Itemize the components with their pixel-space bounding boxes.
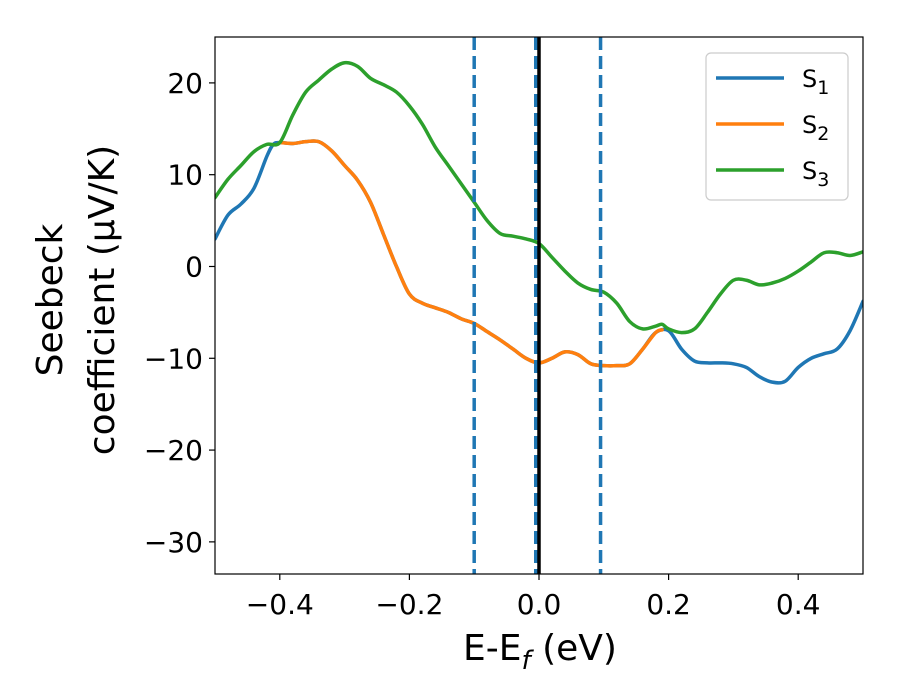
x-tick-label: 0.2 xyxy=(646,588,691,621)
series-line-s3 xyxy=(215,60,863,335)
y-tick-label: 10 xyxy=(167,159,203,192)
y-tick-label: 20 xyxy=(167,67,203,100)
y-axis-label: Seebeck coefficient (μV/K) xyxy=(30,145,123,455)
y-tick-label: −20 xyxy=(144,434,203,467)
y-axis-label-line2: coefficient (μV/K) xyxy=(82,145,123,455)
x-tick-label: 0.4 xyxy=(776,588,821,621)
reference-lines xyxy=(472,37,603,574)
x-axis-ticks: −0.4 −0.2 0.0 0.2 0.4 xyxy=(246,574,821,621)
y-tick-label: −30 xyxy=(144,526,203,559)
legend-label-s2: S2 xyxy=(802,111,829,145)
y-tick-label: −10 xyxy=(144,342,203,375)
legend-label-s3: S3 xyxy=(802,157,829,191)
x-tick-label: 0.0 xyxy=(517,588,562,621)
x-tick-label: −0.2 xyxy=(375,588,443,621)
y-tick-label: 0 xyxy=(185,250,203,283)
legend-box xyxy=(705,52,849,201)
legend-label-s1: S1 xyxy=(802,65,829,99)
x-axis-label: E-Ef (eV) xyxy=(463,628,617,676)
y-axis-ticks: 20 10 0 −10 −20 −30 xyxy=(144,67,215,559)
x-tick-label: −0.4 xyxy=(246,588,314,621)
legend: S1 S2 S3 xyxy=(705,52,849,201)
y-axis-label-line1: Seebeck xyxy=(30,223,71,376)
